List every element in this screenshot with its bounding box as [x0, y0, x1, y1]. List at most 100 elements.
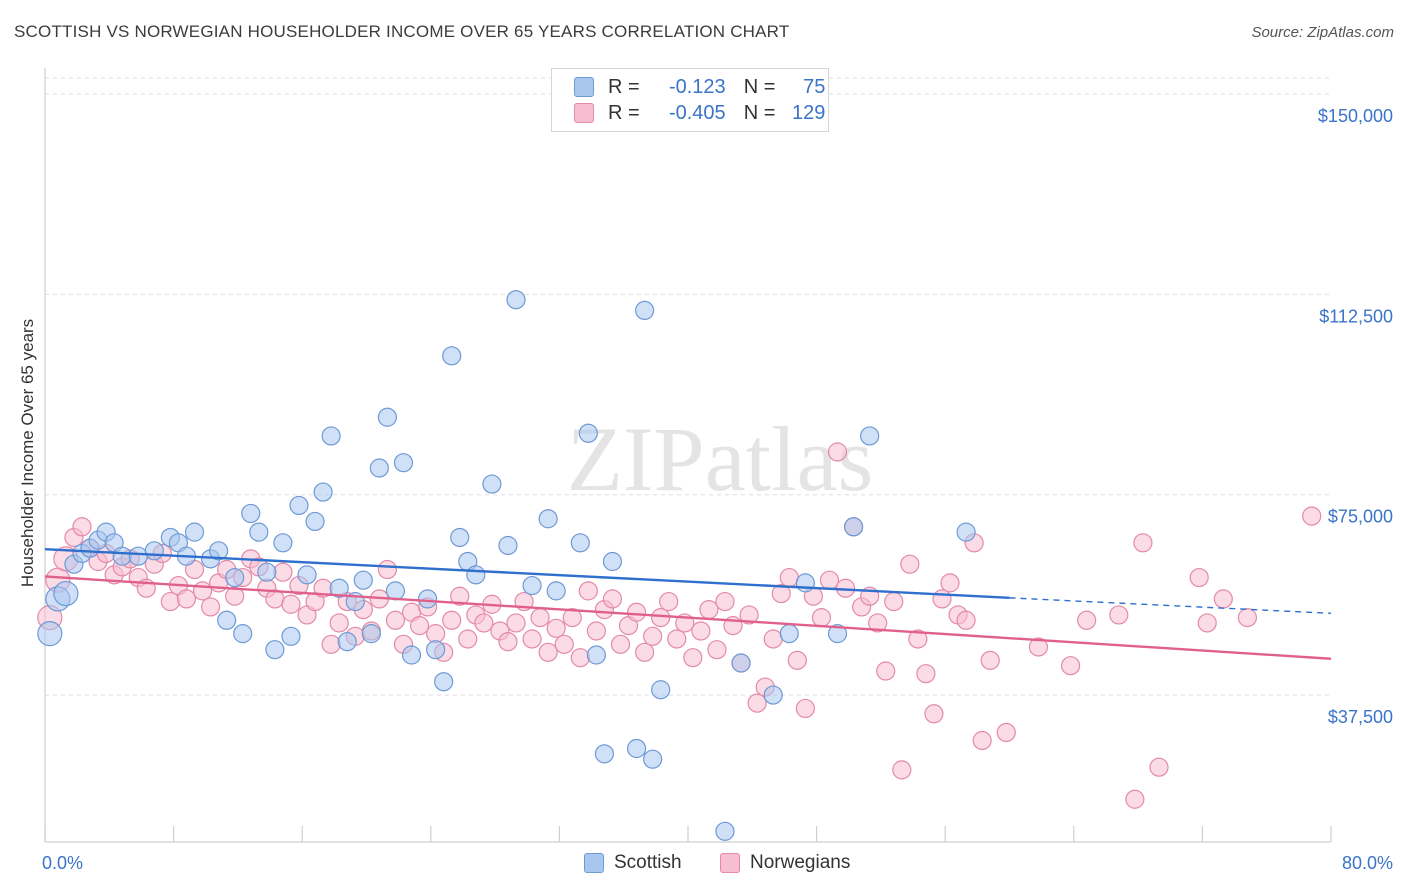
norwegians-point	[570, 648, 590, 668]
norwegians-point	[626, 602, 647, 622]
scottish-point	[289, 495, 309, 516]
scottish-point	[763, 685, 783, 705]
norwegians-point	[458, 629, 478, 649]
norwegians-point	[691, 621, 711, 641]
bottom-legend-norwegians[interactable]: Norwegians	[720, 852, 850, 874]
scottish-point	[209, 541, 229, 561]
norwegians-point	[932, 589, 952, 609]
scottish-point	[128, 546, 148, 566]
scottish-trend-line-extension	[1009, 597, 1332, 615]
y-tick-label: $75,000	[1328, 507, 1393, 527]
norwegians-point	[884, 591, 904, 612]
scottish-point	[417, 589, 438, 609]
scottish-point	[538, 509, 558, 529]
norwegians-point	[442, 610, 462, 630]
scottish-point	[843, 517, 864, 537]
norwegians-point	[176, 589, 197, 609]
norwegians-points	[37, 442, 1322, 809]
scottish-point	[337, 632, 357, 652]
norwegians-point	[546, 618, 566, 638]
norwegians-point	[225, 586, 245, 606]
norwegians-point	[1302, 506, 1322, 526]
scottish-point	[377, 407, 397, 427]
norwegians-point	[956, 610, 976, 630]
scottish-point	[570, 533, 590, 553]
scottish-point	[578, 423, 598, 443]
norwegians-point	[1077, 610, 1097, 630]
norwegians-point	[715, 591, 735, 612]
scottish-point	[594, 744, 615, 764]
scottish-point	[53, 580, 79, 607]
scottish-point	[795, 573, 815, 593]
norwegians-point	[450, 586, 470, 606]
legend-row-scottish: R = -0.123 N = 75	[574, 75, 825, 99]
scottish-point	[546, 581, 566, 601]
norwegians-point	[273, 562, 293, 582]
scottish-point	[257, 562, 277, 582]
norwegians-point	[409, 616, 430, 636]
norwegians-point	[739, 605, 759, 625]
scottish-point	[860, 426, 880, 446]
x-tick-label: 0.0%	[42, 853, 83, 873]
norwegians-point	[908, 629, 928, 649]
norwegians-point	[1125, 789, 1145, 809]
norwegians-point	[892, 760, 912, 780]
bottom-legend-scottish[interactable]: Scottish	[584, 852, 682, 874]
norwegians-point	[996, 722, 1016, 743]
norwegians-point	[763, 629, 783, 649]
scottish-point	[297, 565, 317, 585]
scottish-point	[651, 680, 671, 700]
watermark: ZIPatlas	[567, 408, 874, 510]
norwegians-point	[1197, 613, 1217, 633]
scottish-point	[217, 610, 237, 630]
norwegians-point	[980, 650, 1000, 670]
norwegians-point	[506, 613, 526, 633]
norwegians-point	[972, 730, 992, 751]
norwegians-point	[667, 629, 687, 649]
norwegians-point	[530, 608, 550, 628]
norwegians-point	[200, 597, 221, 617]
scottish-point	[281, 626, 301, 646]
norwegians-point	[699, 599, 719, 620]
y-axis-label: Householder Income Over 65 years	[18, 319, 37, 587]
legend-r-value: -0.405	[668, 101, 726, 124]
norwegians-point	[578, 581, 598, 601]
norwegians-point	[1213, 589, 1233, 609]
scottish-point	[434, 672, 454, 692]
norwegians-point	[916, 664, 936, 684]
chart-title: SCOTTISH VS NORWEGIAN HOUSEHOLDER INCOME…	[14, 22, 790, 41]
norwegians-point	[498, 632, 518, 652]
norwegians-point	[474, 613, 494, 633]
legend-r-value: -0.123	[668, 75, 726, 98]
y-tick-label: $150,000	[1318, 106, 1393, 126]
scottish-point	[273, 533, 293, 553]
scottish-point	[506, 290, 526, 310]
bottom-legend-swatch-scottish	[584, 853, 604, 873]
scottish-point	[313, 482, 333, 502]
norwegians-point	[1060, 656, 1081, 676]
norwegians-point	[610, 634, 631, 654]
norwegians-point	[683, 648, 703, 668]
norwegians-point	[562, 608, 582, 628]
norwegians-point	[924, 704, 944, 724]
norwegians-point	[643, 626, 663, 646]
scottish-point	[37, 621, 63, 647]
legend-row-norwegians: R = -0.405 N = 129	[574, 101, 825, 125]
norwegians-point	[377, 559, 397, 580]
norwegians-point	[651, 608, 671, 628]
x-tick-label: 80.0%	[1342, 853, 1393, 873]
norwegians-point	[72, 517, 92, 537]
axes	[44, 68, 1332, 843]
norwegians-point	[707, 640, 727, 660]
svg-text:ZIPatlas: ZIPatlas	[567, 408, 874, 510]
scottish-point	[643, 749, 663, 769]
norwegians-point	[819, 570, 840, 590]
scottish-point	[626, 738, 647, 759]
scottish-point	[361, 624, 381, 644]
scottish-point	[450, 527, 470, 548]
norwegians-point	[426, 624, 446, 644]
scottish-point	[602, 551, 623, 572]
norwegians-point	[602, 589, 623, 609]
scottish-point	[466, 565, 486, 585]
